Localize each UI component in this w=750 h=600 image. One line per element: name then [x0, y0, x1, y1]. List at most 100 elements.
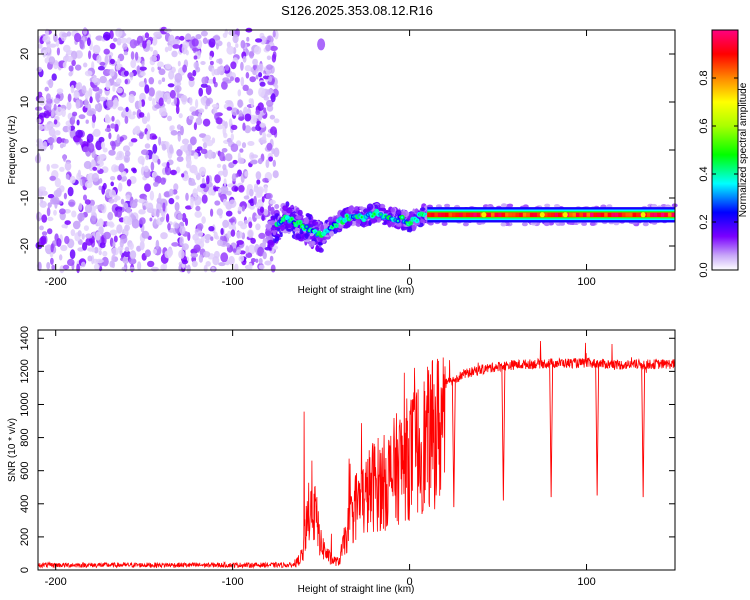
- carrier-segment: [515, 212, 520, 217]
- noise-cell: [249, 160, 258, 165]
- transition-peak-cell: [335, 224, 338, 227]
- noise-cell: [84, 199, 91, 205]
- noise-cell: [123, 154, 130, 163]
- carrier-segment: [455, 212, 460, 217]
- noise-cell: [165, 213, 170, 223]
- carrier-segment: [533, 212, 537, 217]
- noise-cell: [120, 198, 125, 205]
- noise-cell: [44, 57, 51, 64]
- spectrogram-x-ticks: -200 -100 0 100: [45, 30, 596, 288]
- noise-cell: [269, 255, 274, 262]
- noise-cell: [236, 109, 240, 115]
- noise-cell: [172, 39, 181, 45]
- noise-cell: [113, 197, 118, 203]
- colorbar-tick-label: 0.0: [698, 262, 710, 277]
- noise-cell: [257, 158, 263, 165]
- transition-cell: [286, 227, 294, 232]
- noise-cell: [175, 195, 180, 200]
- noise-cell: [271, 53, 277, 63]
- noise-cell: [191, 260, 198, 268]
- noise-cell: [96, 165, 101, 171]
- noise-cell: [110, 181, 114, 187]
- noise-cell: [37, 124, 44, 131]
- noise-cell: [263, 95, 270, 101]
- noise-cell: [174, 72, 183, 83]
- transition-peak-cell: [339, 217, 342, 220]
- carrier-segment: [593, 212, 598, 217]
- noise-cell: [266, 142, 273, 151]
- noise-cell: [124, 246, 130, 253]
- transition-peak-cell: [409, 222, 412, 225]
- noise-cell: [91, 77, 98, 83]
- noise-cell: [252, 212, 258, 223]
- spectrogram-y-tick-label: 0: [19, 147, 31, 153]
- noise-cell: [268, 156, 273, 162]
- noise-cell: [38, 186, 47, 192]
- noise-cell: [226, 242, 231, 248]
- noise-cell: [99, 178, 103, 184]
- noise-cell: [109, 58, 115, 65]
- transition-peak-cell: [343, 219, 346, 222]
- noise-cell: [116, 78, 122, 85]
- noise-cell: [123, 70, 129, 77]
- noise-cell: [115, 27, 123, 38]
- noise-cell: [84, 180, 93, 189]
- noise-cell: [110, 123, 116, 129]
- noise-cell: [153, 181, 159, 187]
- transition-cell: [390, 220, 395, 228]
- transition-peak-cell: [314, 230, 317, 233]
- noise-cell: [239, 148, 244, 153]
- noise-cell: [154, 175, 162, 184]
- snr-y-ticks: 0 200 400 600 800 1000 1200 1400: [19, 326, 675, 573]
- noise-cell: [129, 39, 138, 49]
- carrier-segment: [522, 212, 527, 217]
- noise-cell: [232, 222, 236, 231]
- carrier-segment: [529, 212, 534, 217]
- noise-cell: [116, 134, 121, 144]
- noise-cell: [50, 163, 59, 169]
- noise-cell: [47, 137, 55, 144]
- noise-cell: [108, 132, 112, 140]
- noise-cell: [198, 87, 203, 97]
- noise-cell: [128, 257, 137, 265]
- carrier-segment: [494, 212, 499, 217]
- carrier-halo-cell: [501, 203, 507, 208]
- noise-cell: [190, 252, 198, 258]
- noise-cell: [210, 191, 216, 196]
- noise-cell: [245, 245, 249, 254]
- noise-cell: [151, 66, 155, 73]
- noise-cell: [225, 210, 233, 217]
- transition-cell: [313, 221, 319, 225]
- noise-cell: [47, 43, 51, 54]
- noise-cell: [39, 225, 44, 231]
- snr-y-tick-label: 200: [19, 528, 31, 546]
- noise-cell: [177, 213, 183, 221]
- noise-cell: [224, 64, 230, 71]
- noise-cell: [122, 43, 128, 50]
- noise-cell: [265, 159, 270, 169]
- carrier-segment: [448, 212, 453, 217]
- noise-cell: [48, 78, 54, 89]
- carrier-halo-cell: [543, 222, 550, 227]
- transition-peak-cell: [375, 210, 378, 213]
- transition-peak-cell: [396, 219, 399, 223]
- noise-cell: [258, 87, 266, 97]
- noise-cell: [84, 204, 93, 214]
- noise-cell: [134, 51, 139, 61]
- noise-cell: [211, 104, 219, 109]
- carrier-segment: [653, 212, 658, 217]
- carrier-segment: [434, 212, 438, 217]
- noise-cell: [266, 88, 274, 95]
- noise-cell: [97, 204, 105, 211]
- noise-cell: [219, 151, 225, 162]
- noise-cell: [227, 230, 232, 239]
- carrier-segment: [551, 212, 555, 217]
- noise-cell: [79, 138, 83, 146]
- noise-cell: [241, 205, 246, 212]
- noise-cell: [98, 88, 103, 95]
- noise-cell: [266, 64, 273, 70]
- noise-cell: [240, 40, 246, 49]
- noise-cell: [91, 247, 96, 253]
- noise-cell: [250, 237, 256, 244]
- noise-cell: [255, 109, 261, 115]
